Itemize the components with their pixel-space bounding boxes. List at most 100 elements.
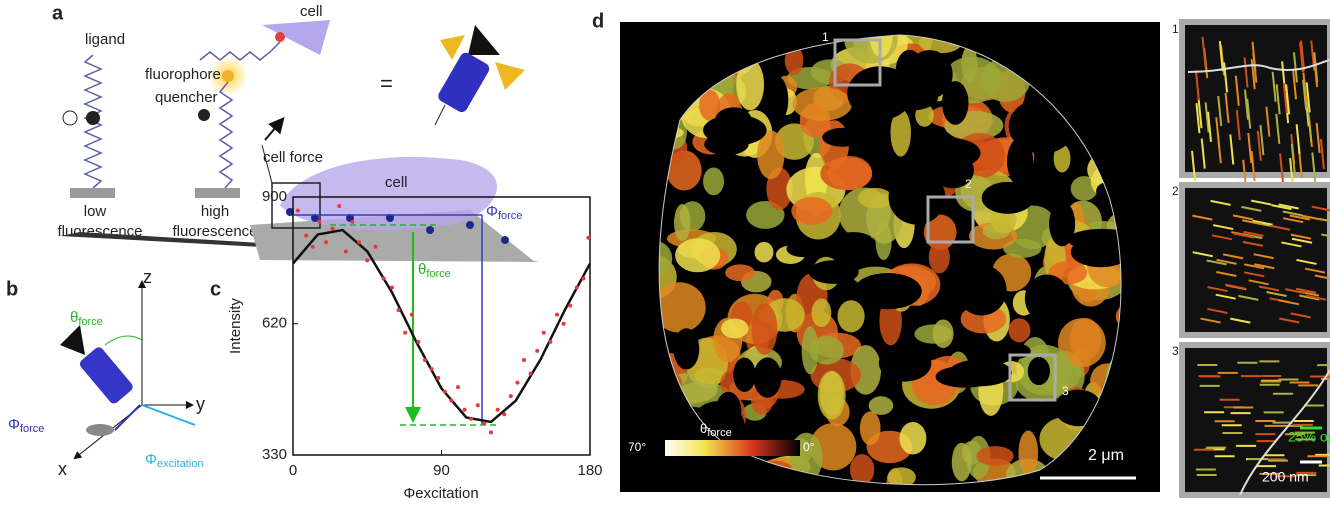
texture bbox=[899, 422, 926, 454]
data-point bbox=[397, 308, 401, 312]
texture bbox=[1007, 138, 1033, 185]
data-point bbox=[502, 412, 506, 416]
texture bbox=[703, 115, 767, 146]
texture bbox=[936, 366, 995, 388]
texture bbox=[755, 242, 774, 262]
annotation: θ bbox=[418, 261, 426, 278]
texture bbox=[733, 358, 755, 392]
data-point bbox=[489, 430, 493, 434]
panel-d: d 1 2 3 70° 0° θforce 2 μm 1 2 3 25% ope… bbox=[592, 9, 1330, 502]
x-tick-label: 0 bbox=[289, 462, 297, 479]
label: fluorescence bbox=[172, 223, 257, 240]
texture bbox=[674, 204, 691, 241]
annotation: θforce bbox=[418, 261, 451, 280]
label: fluorophore bbox=[145, 66, 221, 83]
texture bbox=[812, 299, 832, 327]
data-point bbox=[542, 331, 546, 335]
texture bbox=[752, 303, 778, 354]
label: θ bbox=[70, 309, 78, 326]
box-label: 3 bbox=[1062, 384, 1069, 398]
data-point bbox=[423, 358, 427, 362]
data-point bbox=[337, 204, 341, 208]
data-point bbox=[529, 372, 533, 376]
texture bbox=[854, 273, 922, 309]
texture bbox=[860, 411, 881, 445]
texture bbox=[982, 182, 1034, 214]
axis-label: y bbox=[196, 394, 205, 414]
data-point bbox=[311, 245, 315, 249]
texture bbox=[765, 76, 788, 123]
label: ligand bbox=[85, 31, 125, 48]
data-point bbox=[509, 394, 513, 398]
data-point bbox=[555, 313, 559, 317]
texture bbox=[952, 443, 972, 482]
panel-label: b bbox=[6, 278, 18, 300]
data-point bbox=[568, 304, 572, 308]
data-point bbox=[515, 381, 519, 385]
texture bbox=[818, 371, 846, 420]
label: = bbox=[380, 71, 393, 96]
texture bbox=[879, 344, 932, 381]
x-tick-label: 90 bbox=[433, 462, 450, 479]
data-point bbox=[317, 220, 321, 224]
data-point bbox=[469, 417, 473, 421]
panel-label: d bbox=[592, 10, 604, 32]
label: cell force bbox=[263, 149, 323, 166]
data-point bbox=[476, 403, 480, 407]
label: Φ bbox=[8, 416, 20, 433]
texture bbox=[1008, 318, 1030, 342]
annotation: Φ bbox=[486, 203, 498, 220]
texture bbox=[942, 81, 969, 125]
inset bbox=[1182, 185, 1330, 335]
data-point bbox=[304, 233, 308, 237]
data-point bbox=[482, 421, 486, 425]
y-axis-label: Intensity bbox=[227, 298, 244, 354]
texture bbox=[997, 343, 1030, 359]
texture bbox=[822, 128, 863, 147]
data-point bbox=[430, 367, 434, 371]
texture bbox=[703, 167, 724, 195]
box-label: 1 bbox=[822, 30, 829, 44]
texture bbox=[827, 156, 872, 190]
colorbar-label: 70° bbox=[628, 440, 646, 454]
data-point bbox=[575, 286, 579, 290]
panel-b: b z y x θforce Φforce Φexcitation bbox=[6, 267, 205, 479]
texture bbox=[929, 242, 950, 274]
data-point bbox=[374, 245, 378, 249]
data-point bbox=[365, 258, 369, 262]
label: θforce bbox=[70, 309, 103, 328]
x-tick-label: 180 bbox=[577, 462, 602, 479]
y-tick-label: 330 bbox=[262, 446, 287, 463]
data-point bbox=[403, 331, 407, 335]
texture bbox=[1018, 430, 1038, 475]
inset-label: 2 bbox=[1172, 184, 1179, 198]
data-point bbox=[382, 276, 386, 280]
texture bbox=[786, 241, 818, 257]
inset-label: 1 bbox=[1172, 22, 1179, 36]
inset-label: 3 bbox=[1172, 344, 1179, 358]
data-point bbox=[522, 358, 526, 362]
texture bbox=[927, 409, 956, 449]
data-point bbox=[496, 408, 500, 412]
data-point bbox=[416, 340, 420, 344]
data-point bbox=[443, 390, 447, 394]
label: θ bbox=[700, 421, 707, 436]
texture bbox=[837, 300, 864, 332]
figure: a ligand low fluorescence cell fluoropho… bbox=[0, 0, 1330, 508]
texture bbox=[933, 319, 954, 348]
label: force bbox=[707, 427, 731, 439]
data-point bbox=[344, 249, 348, 253]
data-point bbox=[390, 286, 394, 290]
texture bbox=[858, 188, 892, 208]
data-point bbox=[296, 209, 300, 213]
texture bbox=[725, 264, 755, 281]
label: force bbox=[20, 423, 44, 435]
annotation: Φforce bbox=[486, 203, 522, 222]
label: Φ bbox=[145, 451, 157, 468]
texture bbox=[1049, 201, 1075, 246]
texture bbox=[809, 336, 844, 365]
data-point bbox=[581, 276, 585, 280]
data-point bbox=[562, 322, 566, 326]
texture bbox=[1025, 275, 1069, 323]
data-point bbox=[449, 399, 453, 403]
